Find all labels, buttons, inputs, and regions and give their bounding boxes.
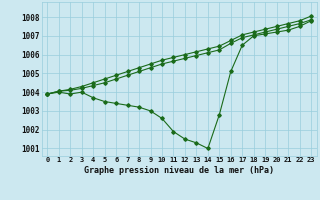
X-axis label: Graphe pression niveau de la mer (hPa): Graphe pression niveau de la mer (hPa) <box>84 166 274 175</box>
